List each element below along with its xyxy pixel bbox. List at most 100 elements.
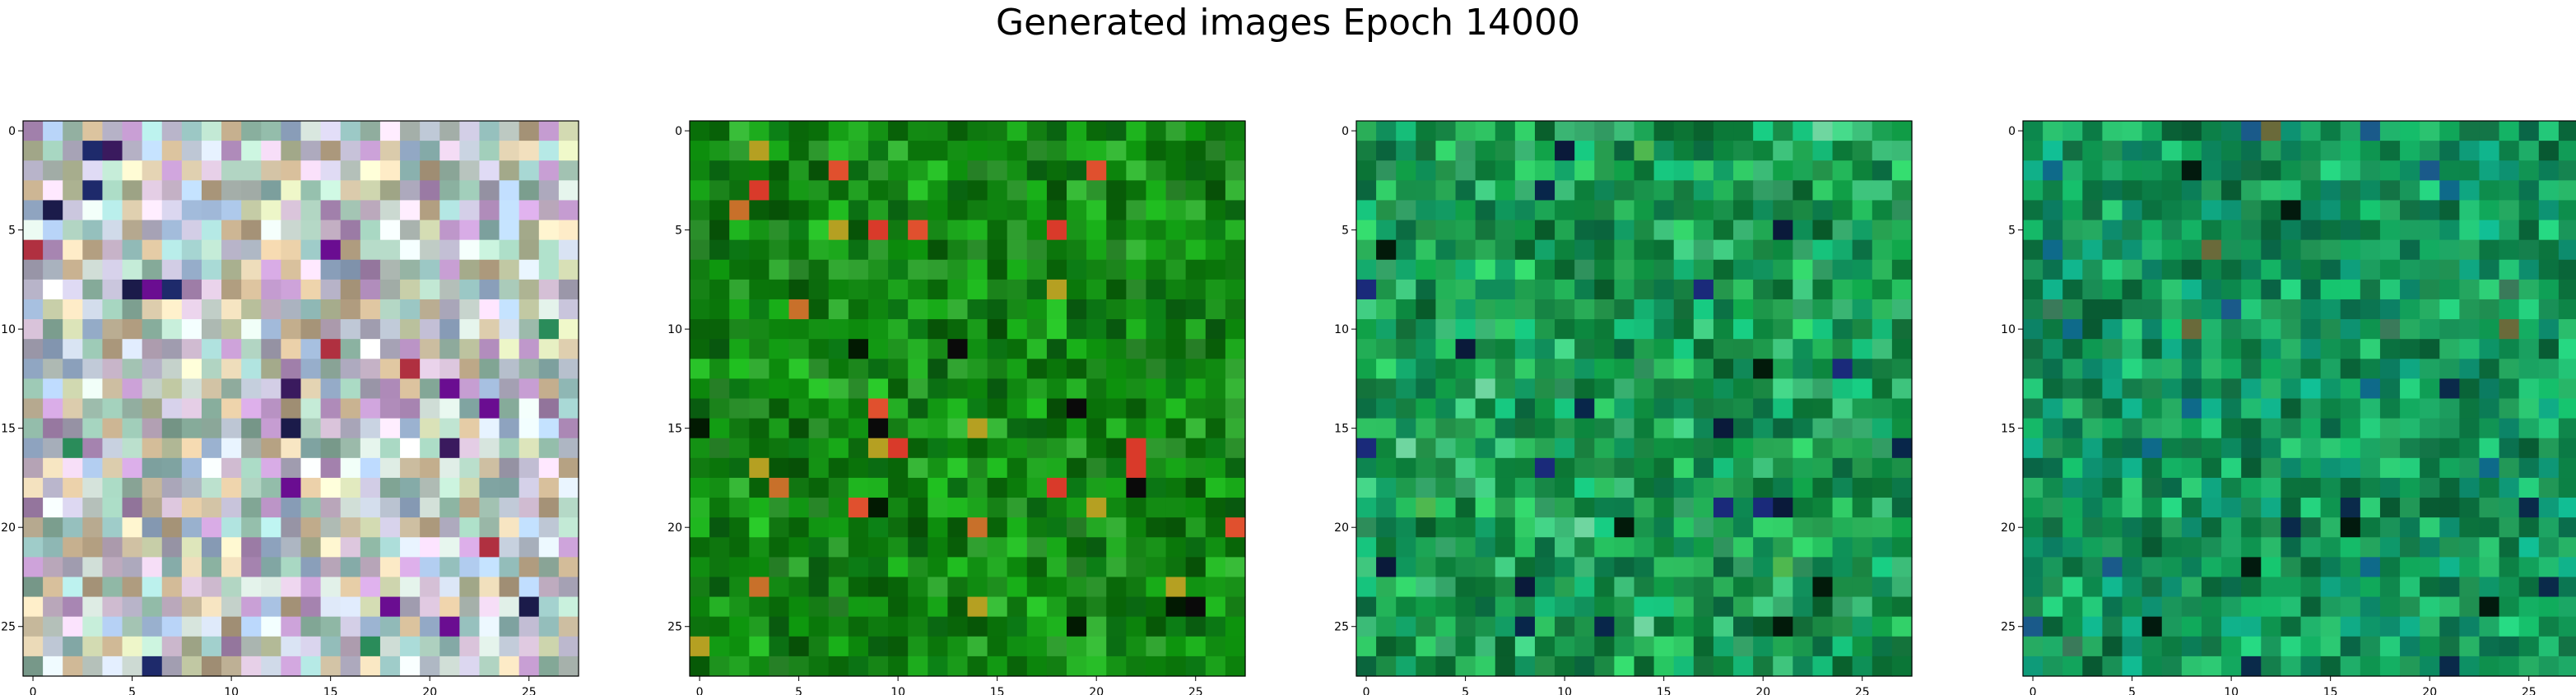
pixel-cell — [788, 141, 810, 161]
pixel-cell — [1594, 378, 1615, 400]
pixel-cell — [729, 636, 750, 657]
pixel-cell — [1185, 160, 1207, 181]
pixel-cell — [261, 319, 281, 340]
x-tick-label: 10 — [890, 686, 905, 695]
pixel-cell — [947, 577, 969, 598]
pixel-cell — [161, 239, 183, 261]
pixel-cell — [43, 299, 63, 320]
pixel-cell — [558, 160, 579, 181]
pixel-cell — [379, 160, 401, 181]
x-tick-label: 15 — [323, 686, 338, 695]
pixel-cell — [538, 220, 560, 241]
pixel-cell — [848, 577, 869, 598]
pixel-cell — [1673, 498, 1695, 518]
pixel-cell — [2043, 279, 2063, 300]
pixel-cell — [1733, 259, 1754, 280]
pixel-cell — [2538, 438, 2560, 459]
pixel-cell — [320, 259, 342, 280]
y-tick-label: 15 — [2001, 423, 2016, 436]
pixel-cell — [1594, 239, 1615, 261]
pixel-cell — [261, 121, 281, 141]
pixel-cell — [340, 180, 361, 202]
pixel-cell — [2479, 557, 2500, 578]
pixel-cell — [2499, 359, 2520, 379]
pixel-cell — [1067, 398, 1087, 419]
pixel-cell — [2538, 537, 2560, 558]
pixel-cell — [1594, 259, 1615, 280]
pixel-cell — [241, 378, 262, 400]
pixel-cell — [1673, 359, 1695, 379]
pixel-cell — [709, 457, 730, 479]
pixel-cell — [2499, 160, 2520, 181]
pixel-cell — [1376, 418, 1397, 439]
pixel-cell — [2201, 477, 2222, 498]
pixel-cell — [1495, 656, 1516, 677]
pixel-cell — [1852, 517, 1873, 538]
pixel-cell — [420, 498, 440, 518]
pixel-cell — [888, 180, 909, 202]
pixel-cell — [558, 537, 579, 558]
pixel-cell — [1693, 299, 1714, 320]
pixel-cell — [788, 616, 810, 637]
pixel-cell — [2261, 141, 2281, 161]
pixel-cell — [967, 319, 988, 340]
pixel-cell — [908, 557, 928, 578]
pixel-cell — [2221, 299, 2242, 320]
pixel-cell — [1693, 656, 1714, 677]
pixel-cell — [848, 239, 869, 261]
pixel-cell — [1086, 239, 1107, 261]
pixel-cell — [2379, 537, 2401, 558]
pixel-cell — [1534, 220, 1555, 241]
pixel-cell — [439, 656, 460, 677]
pixel-cell — [1185, 378, 1207, 400]
pixel-cell — [1773, 616, 1793, 637]
pixel-cell — [967, 180, 988, 202]
pixel-cell — [848, 359, 869, 379]
pixel-cell — [43, 279, 63, 300]
pixel-cell — [1086, 438, 1107, 459]
pixel-cell — [2420, 557, 2440, 578]
pixel-cell — [1793, 557, 1814, 578]
pixel-cell — [340, 359, 361, 379]
pixel-cell — [2439, 378, 2460, 400]
pixel-cell — [1872, 616, 1893, 637]
pixel-cell — [928, 319, 948, 340]
pixel-cell — [161, 180, 183, 202]
pixel-cell — [201, 220, 222, 241]
pixel-cell — [241, 596, 262, 618]
pixel-cell — [947, 180, 969, 202]
pixel-cell — [2499, 299, 2520, 320]
pixel-cell — [1514, 239, 1536, 261]
pixel-cell — [908, 239, 928, 261]
pixel-cell — [63, 477, 83, 498]
pixel-cell — [749, 279, 770, 300]
pixel-cell — [23, 279, 44, 300]
pixel-cell — [769, 359, 790, 379]
pixel-cell — [1146, 596, 1167, 618]
pixel-cell — [1455, 220, 1476, 241]
pixel-cell — [1205, 557, 1226, 578]
pixel-cell — [947, 498, 969, 518]
pixel-cell — [479, 239, 500, 261]
pixel-cell — [2400, 498, 2420, 518]
pixel-cell — [1086, 259, 1107, 280]
pixel-cell — [161, 517, 183, 538]
pixel-cell — [1574, 180, 1595, 202]
pixel-cell — [1574, 359, 1595, 379]
pixel-cell — [1773, 359, 1793, 379]
pixel-cell — [2102, 141, 2123, 161]
pixel-cell — [518, 418, 540, 439]
pixel-cell — [2439, 517, 2460, 538]
pixel-cell — [102, 537, 123, 558]
pixel-cell — [729, 299, 750, 320]
pixel-cell — [690, 656, 710, 677]
pixel-cell — [749, 121, 770, 141]
pixel-cell — [828, 121, 849, 141]
pixel-cell — [43, 577, 63, 598]
pixel-cell — [459, 180, 481, 202]
pixel-cell — [379, 438, 401, 459]
pixel-cell — [769, 398, 790, 419]
pixel-cell — [1495, 517, 1516, 538]
pixel-cell — [320, 359, 342, 379]
pixel-cell — [1455, 141, 1476, 161]
